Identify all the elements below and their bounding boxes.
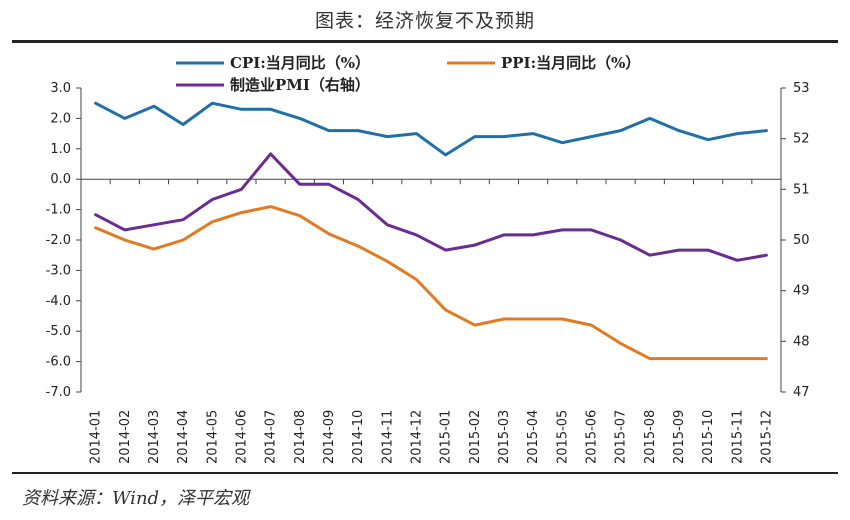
left-tick-label: -2.0 bbox=[46, 233, 71, 248]
right-tick-label: 50 bbox=[793, 233, 810, 248]
right-tick-label: 47 bbox=[793, 385, 810, 400]
bottom-rule bbox=[12, 472, 838, 474]
x-tick-label: 2015-10 bbox=[701, 410, 716, 464]
x-tick-label: 2015-08 bbox=[643, 410, 658, 464]
x-tick-label: 2015-01 bbox=[439, 410, 454, 464]
left-tick-label: -3.0 bbox=[46, 263, 71, 278]
x-tick-label: 2014-11 bbox=[380, 410, 395, 464]
x-tick-label: 2014-06 bbox=[234, 410, 249, 464]
series-line-1 bbox=[94, 205, 768, 361]
legend-label-2: 制造业PMI（右轴） bbox=[230, 76, 370, 94]
x-tick-label: 2015-06 bbox=[584, 410, 599, 464]
series-line-2 bbox=[94, 152, 768, 262]
x-tick-label: 2015-11 bbox=[730, 410, 745, 464]
top-rule bbox=[12, 40, 838, 43]
x-tick-label: 2015-07 bbox=[614, 410, 629, 464]
left-tick-label: 2.0 bbox=[50, 111, 71, 126]
x-tick-label: 2015-02 bbox=[468, 410, 483, 464]
left-tick-label: -7.0 bbox=[46, 385, 71, 400]
right-tick-label: 53 bbox=[793, 81, 810, 96]
x-tick-label: 2014-10 bbox=[351, 410, 366, 464]
left-tick-label: -1.0 bbox=[46, 203, 71, 218]
x-tick-label: 2015-05 bbox=[555, 410, 570, 464]
left-tick-label: -4.0 bbox=[46, 294, 71, 309]
left-tick-label: -5.0 bbox=[46, 324, 71, 339]
x-tick-label: 2014-02 bbox=[118, 410, 133, 464]
x-tick-label: 2015-09 bbox=[672, 410, 687, 464]
right-tick-label: 49 bbox=[793, 284, 810, 299]
x-tick-label: 2014-07 bbox=[264, 410, 279, 464]
left-tick-label: 3.0 bbox=[50, 81, 71, 96]
left-tick-label: -6.0 bbox=[46, 355, 71, 370]
left-tick-label: 0.0 bbox=[50, 172, 71, 187]
legend-label-0: CPI:当月同比（%） bbox=[230, 54, 370, 72]
left-tick-label: 1.0 bbox=[50, 142, 71, 157]
x-tick-label: 2014-05 bbox=[205, 410, 220, 464]
x-tick-label: 2014-04 bbox=[176, 410, 191, 464]
right-tick-label: 51 bbox=[793, 182, 810, 197]
x-tick-label: 2014-09 bbox=[322, 410, 337, 464]
series-line-0 bbox=[94, 101, 768, 157]
x-tick-label: 2015-03 bbox=[497, 410, 512, 464]
right-tick-label: 48 bbox=[793, 334, 810, 349]
x-tick-label: 2014-08 bbox=[293, 410, 308, 464]
source-note: 资料来源：Wind，泽平宏观 bbox=[22, 488, 250, 509]
x-tick-label: 2015-04 bbox=[526, 410, 541, 464]
x-tick-label: 2014-03 bbox=[147, 410, 162, 464]
x-tick-label: 2015-12 bbox=[759, 410, 774, 464]
x-tick-label: 2014-01 bbox=[89, 410, 104, 464]
legend-label-1: PPI:当月同比（%） bbox=[501, 54, 640, 72]
chart-title: 图表：经济恢复不及预期 bbox=[314, 10, 535, 32]
right-tick-label: 52 bbox=[793, 132, 810, 147]
x-tick-label: 2014-12 bbox=[409, 410, 424, 464]
